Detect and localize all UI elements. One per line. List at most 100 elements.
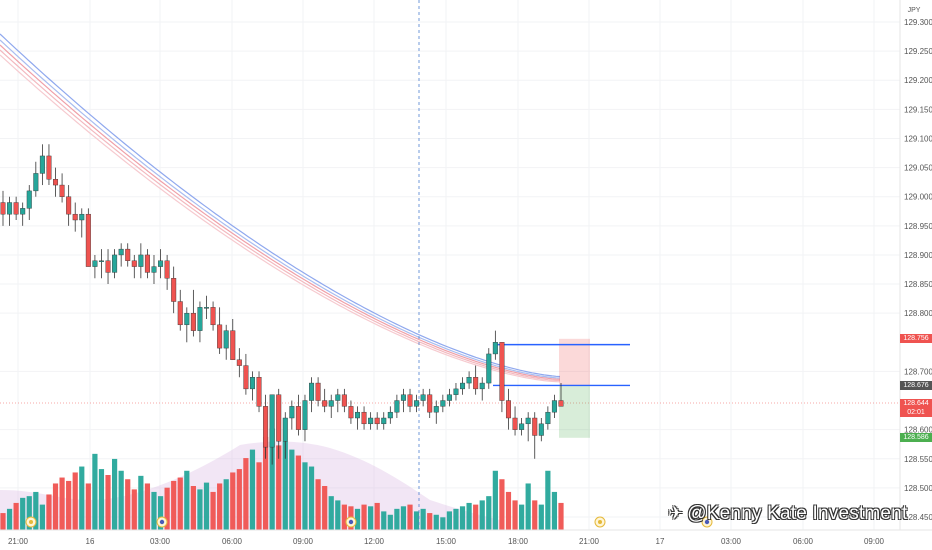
candle-body <box>315 382 321 401</box>
volume-bar <box>335 500 341 530</box>
candle-body <box>374 417 380 425</box>
candle-body <box>328 400 334 407</box>
candle-body <box>460 382 466 390</box>
last-price-label: 128.644 02:01 <box>900 399 932 417</box>
candle-body <box>407 394 413 407</box>
time-tick-label: 12:00 <box>364 537 385 546</box>
volume-bar <box>545 470 551 530</box>
target-price-label: 128.586 <box>900 433 932 442</box>
candle-body <box>210 307 216 326</box>
candle-body <box>59 184 65 197</box>
volume-bar <box>243 458 249 530</box>
volume-bar <box>6 508 13 530</box>
volume-bar <box>427 513 433 530</box>
time-axis[interactable]: 21:00 16 03:00 06:00 09:00 12:00 15:00 18:00 21:… <box>8 537 885 546</box>
watermark: ✈ @Kenny Kate Investment <box>668 503 907 525</box>
candle-body <box>341 394 347 407</box>
candle-body <box>85 213 91 267</box>
candle-body <box>276 394 282 442</box>
candle-body <box>131 260 137 267</box>
candle-body <box>105 260 111 273</box>
take-profit-zone[interactable] <box>559 385 590 438</box>
candle-body <box>138 254 144 267</box>
candle-body <box>519 423 525 430</box>
candle-body <box>492 342 498 355</box>
candle-body <box>20 208 26 215</box>
volume-bar <box>52 483 59 530</box>
stop-loss-zone[interactable] <box>559 338 590 386</box>
candle-body <box>400 394 406 401</box>
currency-label: JPY <box>908 7 921 14</box>
candle-body <box>538 423 544 436</box>
volume-bar <box>420 508 426 530</box>
watermark-text: @Kenny Kate Investment <box>687 503 908 524</box>
price-tick-label: 128.550 <box>904 455 932 464</box>
price-tick-label: 129.150 <box>904 105 932 114</box>
short-position-tool[interactable] <box>493 338 630 438</box>
candle-body <box>361 411 367 425</box>
volume-bar <box>551 491 558 530</box>
candle-body <box>177 301 183 326</box>
price-tick-label: 129.100 <box>904 134 932 143</box>
volume-bar <box>138 475 144 530</box>
stop-price-label: 128.756 <box>900 334 932 343</box>
price-tick-label: 129.300 <box>904 18 932 27</box>
volume-bar <box>236 469 242 530</box>
candle-body <box>512 417 518 430</box>
candle-body <box>112 254 118 273</box>
price-tick-label: 129.000 <box>904 193 932 202</box>
event-markers[interactable] <box>25 516 713 528</box>
volume-bar <box>256 462 262 530</box>
volume-bar <box>13 502 19 530</box>
volume-bar <box>361 504 367 530</box>
candle-body <box>335 394 341 401</box>
volume-bar <box>249 449 256 530</box>
candle-body <box>387 411 393 419</box>
volume-bar <box>394 508 400 530</box>
candle-body <box>499 342 505 401</box>
candle-body <box>381 417 387 425</box>
price-tick-label: 128.450 <box>904 513 932 522</box>
volume-bar <box>33 491 39 530</box>
volume-bar <box>118 470 124 530</box>
moving-average-line <box>0 33 561 378</box>
candle-body <box>466 377 472 384</box>
candle-body <box>46 155 52 180</box>
moving-average-line <box>0 49 561 382</box>
volume-bar <box>0 513 6 530</box>
volume-bar <box>144 483 151 530</box>
candle-body <box>427 394 433 413</box>
candle-body <box>545 411 551 425</box>
candle-body <box>26 190 32 209</box>
candle-body <box>118 248 124 256</box>
volume-bar <box>171 480 177 530</box>
candle-body <box>33 173 39 192</box>
time-tick-label: 15:00 <box>436 537 457 546</box>
volume-bar <box>203 482 210 530</box>
candle-body <box>0 202 6 215</box>
volume-bar <box>446 511 452 530</box>
candle-body <box>79 213 85 221</box>
time-tick-label: 18:00 <box>508 537 529 546</box>
volume-bar <box>492 470 498 530</box>
candle-body <box>420 394 426 401</box>
volume-bar <box>295 455 302 530</box>
candle-body <box>243 365 249 390</box>
candle-body <box>256 377 262 407</box>
volume-bar <box>151 491 157 530</box>
volume-bar <box>131 489 137 530</box>
candle-body <box>190 312 196 331</box>
candle-body <box>479 382 485 390</box>
volume-bar <box>453 508 459 530</box>
candle-body <box>171 278 177 302</box>
candle-body <box>414 400 420 407</box>
time-tick-label: 03:00 <box>150 537 171 546</box>
candle-body <box>144 254 150 273</box>
volume-bar <box>525 483 531 530</box>
volume-bar <box>39 504 45 530</box>
volume-bar <box>197 489 203 530</box>
candle-body <box>551 400 557 413</box>
price-axis[interactable]: 129.300 129.250 129.200 129.150 129.100 129.0… <box>904 18 932 522</box>
candle-body <box>302 400 308 430</box>
